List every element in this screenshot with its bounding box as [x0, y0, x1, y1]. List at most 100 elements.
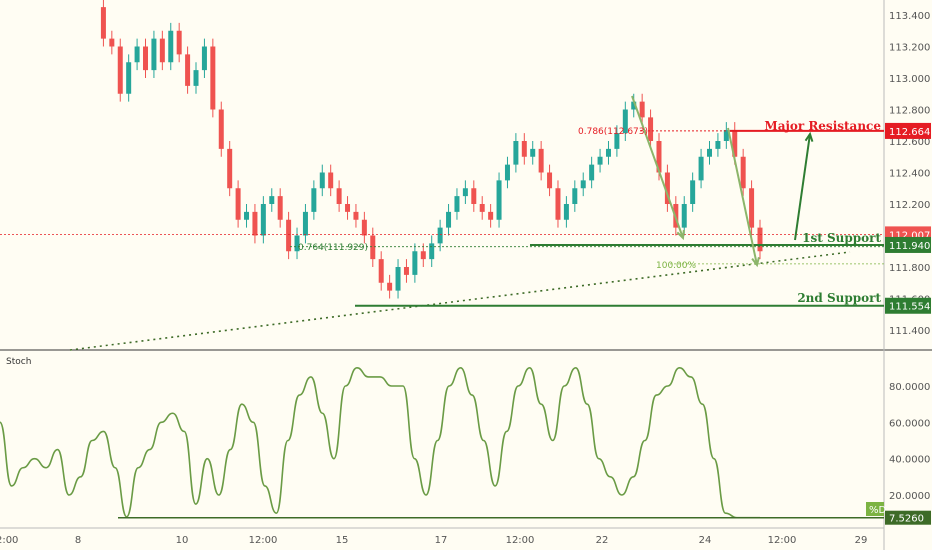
time-tick-label: 12:00	[506, 535, 535, 546]
candle-body	[395, 267, 401, 291]
candle-body	[185, 54, 191, 86]
up-arrow	[794, 133, 811, 241]
price-tick-label: 112.200	[889, 200, 930, 211]
candle-body	[218, 109, 224, 149]
candle-body	[446, 211, 452, 228]
candle-body	[530, 148, 536, 157]
candle-body	[134, 46, 140, 63]
candle-body	[100, 7, 106, 39]
candle-body	[260, 204, 266, 236]
candle-body	[277, 196, 283, 220]
candle-body	[201, 46, 207, 71]
candle-body	[227, 148, 233, 189]
candle-body	[563, 204, 569, 220]
stoch-tick-label: 40.0000	[889, 455, 930, 466]
major-resistance-label: Major Resistance	[764, 119, 881, 133]
stoch-tick-label: 80.0000	[889, 382, 930, 393]
candle-body	[732, 129, 738, 157]
candle-body	[370, 235, 376, 260]
fib-786-label: 0.786(112.673)	[578, 127, 648, 137]
candle-body	[521, 141, 527, 157]
candle-body	[319, 172, 325, 189]
candle-body	[639, 101, 645, 118]
down-arrow-1-head	[676, 229, 685, 241]
candle-body	[723, 129, 729, 141]
candle-body	[387, 282, 393, 291]
down-arrow-2	[727, 127, 758, 266]
time-tick-label: 10	[176, 535, 189, 546]
candle-body	[555, 188, 561, 220]
price-tick-label: 113.400	[889, 11, 930, 22]
candle-body	[361, 219, 367, 236]
candle-body	[328, 172, 334, 189]
candle-body	[345, 204, 351, 212]
time-tick-label: 12:00	[0, 535, 18, 546]
stoch-value-bg	[885, 510, 931, 525]
candle-body	[117, 46, 123, 94]
stoch-legend-bg	[866, 502, 884, 516]
first-support-price-tag: 111.940	[889, 241, 930, 252]
candle-body	[757, 227, 763, 252]
first-support-label: 1st Support	[802, 231, 881, 245]
candle-body	[126, 62, 132, 94]
candle-body	[176, 30, 182, 55]
candle-body	[420, 251, 426, 260]
candle-body	[143, 46, 149, 71]
candle-body	[547, 172, 553, 189]
candle-body	[311, 188, 317, 212]
candle-body	[749, 188, 755, 228]
candle-body	[302, 211, 308, 236]
price-tick-label: 113.000	[889, 74, 930, 85]
candle-body	[513, 141, 519, 165]
stoch-tick-label: 20.0000	[889, 491, 930, 502]
candle-body	[269, 196, 275, 204]
time-tick-label: 29	[855, 535, 868, 546]
candle-body	[664, 172, 670, 204]
major-resistance-price-tag-bg	[885, 122, 931, 139]
second-support-price-tag-bg	[885, 297, 931, 314]
candle-body	[479, 204, 485, 212]
candle-body	[412, 251, 418, 275]
time-tick-label: 24	[699, 535, 712, 546]
price-tick-label: 111.800	[889, 263, 930, 274]
candle-body	[605, 148, 611, 157]
candle-body	[698, 156, 704, 181]
fib-100-label: 100.00%	[656, 261, 696, 271]
candle-body	[488, 211, 494, 220]
candle-body	[286, 219, 292, 252]
candle-body	[589, 164, 595, 181]
price-tick-label: 111.400	[889, 326, 930, 337]
price-tick-label: 112.600	[889, 137, 930, 148]
stoch-tick-label: 60.0000	[889, 418, 930, 429]
candle-body	[403, 267, 409, 275]
candle-body	[471, 188, 477, 204]
candle-body	[353, 211, 359, 220]
time-tick-label: 22	[596, 535, 609, 546]
candle-body	[706, 148, 712, 157]
candle-body	[504, 164, 510, 181]
time-tick-label: 12:00	[768, 535, 797, 546]
price-tick-label: 112.400	[889, 169, 930, 180]
candle-body	[437, 227, 443, 244]
up-arrow-head	[804, 131, 814, 142]
candle-body	[294, 235, 300, 252]
candle-body	[572, 188, 578, 204]
down-arrow-2-head	[751, 256, 760, 268]
candle-body	[614, 133, 620, 149]
candle-body	[690, 180, 696, 204]
candle-body	[429, 243, 435, 260]
candle-body	[580, 180, 586, 189]
stochastic-line	[0, 367, 760, 519]
candle-body	[159, 38, 165, 63]
first-support-price-tag-bg	[885, 236, 931, 253]
candle-body	[151, 38, 157, 71]
candle-body	[715, 141, 721, 149]
stoch-title: Stoch	[6, 357, 31, 367]
second-support-price-tag: 111.554	[889, 302, 930, 313]
candle-body	[622, 109, 628, 134]
second-support-label: 2nd Support	[797, 291, 881, 305]
candle-body	[631, 101, 637, 110]
candle-body	[244, 211, 250, 220]
time-tick-label: 15	[336, 535, 349, 546]
